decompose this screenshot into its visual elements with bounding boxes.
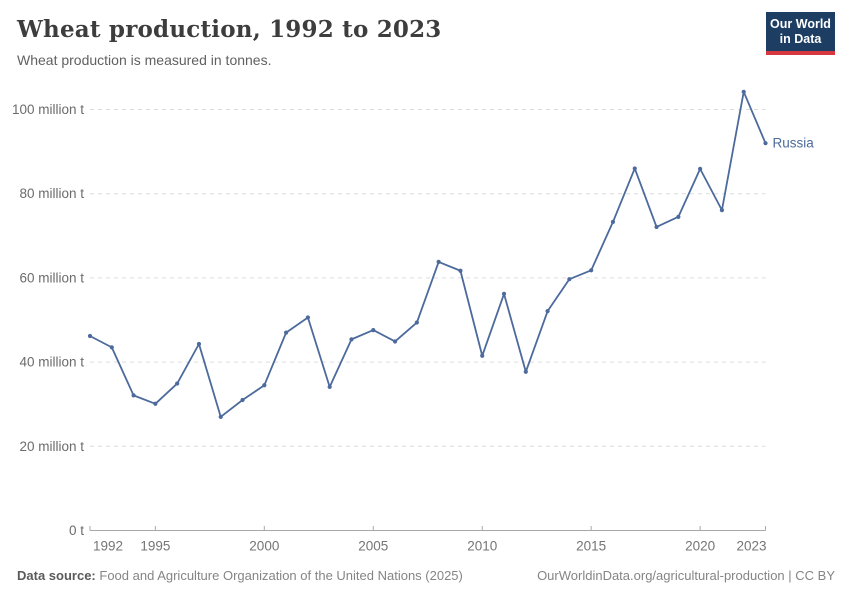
data-point[interactable] (523, 369, 528, 374)
y-axis-tick-label: 60 million t (19, 270, 84, 285)
data-point[interactable] (480, 353, 485, 358)
x-axis-tick-label: 2005 (358, 539, 388, 554)
y-axis-tick-label: 20 million t (19, 439, 84, 454)
footer-note: OurWorldinData.org/agricultural-producti… (537, 568, 835, 583)
data-point[interactable] (414, 320, 419, 325)
y-axis-tick-label: 100 million t (12, 102, 84, 117)
x-axis-tick-label: 2010 (467, 539, 497, 554)
data-point[interactable] (153, 401, 158, 406)
owid-logo[interactable]: Our World in Data (766, 12, 835, 55)
data-point[interactable] (698, 166, 703, 171)
x-axis-tick-label: 2015 (576, 539, 606, 554)
data-point[interactable] (87, 333, 93, 339)
data-point[interactable] (458, 268, 463, 273)
x-axis-tick-label: 1995 (140, 539, 170, 554)
x-axis-tick-label: 2023 (736, 539, 766, 554)
data-point[interactable] (392, 339, 398, 344)
owid-logo-line2: in Data (779, 31, 822, 46)
data-point[interactable] (240, 397, 245, 403)
data-point[interactable] (175, 381, 180, 386)
data-point[interactable] (349, 337, 354, 342)
series-label-russia[interactable]: Russia (773, 136, 815, 151)
data-point[interactable] (567, 277, 572, 282)
data-source-text: Food and Agriculture Organization of the… (99, 568, 463, 583)
data-point[interactable] (763, 141, 768, 146)
data-point[interactable] (196, 341, 202, 347)
data-point[interactable] (131, 393, 136, 398)
data-point[interactable] (436, 259, 441, 265)
chart-subtitle: Wheat production is measured in tonnes. (17, 52, 272, 68)
y-axis-tick-label: 0 t (69, 523, 84, 538)
x-axis-tick-label: 1992 (93, 539, 123, 554)
data-source: Data source: Food and Agriculture Organi… (17, 568, 463, 583)
data-point[interactable] (501, 291, 507, 296)
y-axis-tick-label: 40 million t (19, 355, 84, 370)
data-point[interactable] (218, 414, 223, 419)
owid-logo-line1: Our World (770, 17, 831, 31)
line-chart[interactable]: 0 t 20 million t 40 million t 60 million t 8… (0, 0, 850, 565)
data-point[interactable] (589, 268, 594, 273)
data-point[interactable] (262, 383, 267, 388)
data-point[interactable] (327, 384, 332, 390)
data-point[interactable] (305, 315, 311, 320)
data-point[interactable] (654, 224, 659, 230)
data-point[interactable] (676, 214, 681, 219)
page-title: Wheat production, 1992 to 2023 (17, 16, 442, 43)
data-point[interactable] (109, 345, 114, 350)
data-point[interactable] (284, 330, 289, 335)
data-point[interactable] (741, 89, 746, 94)
data-source-label: Data source: (17, 568, 96, 583)
x-axis-tick-label: 2000 (249, 539, 279, 554)
chart-footer: Data source: Food and Agriculture Organi… (17, 568, 835, 583)
y-axis-tick-label: 80 million t (19, 186, 84, 201)
data-point[interactable] (545, 309, 550, 314)
series-line-russia[interactable] (89, 90, 767, 418)
data-point[interactable] (719, 208, 725, 213)
data-point[interactable] (371, 328, 376, 333)
x-axis-tick-label: 2020 (685, 539, 715, 554)
data-point[interactable] (610, 219, 616, 225)
data-point[interactable] (632, 166, 637, 171)
